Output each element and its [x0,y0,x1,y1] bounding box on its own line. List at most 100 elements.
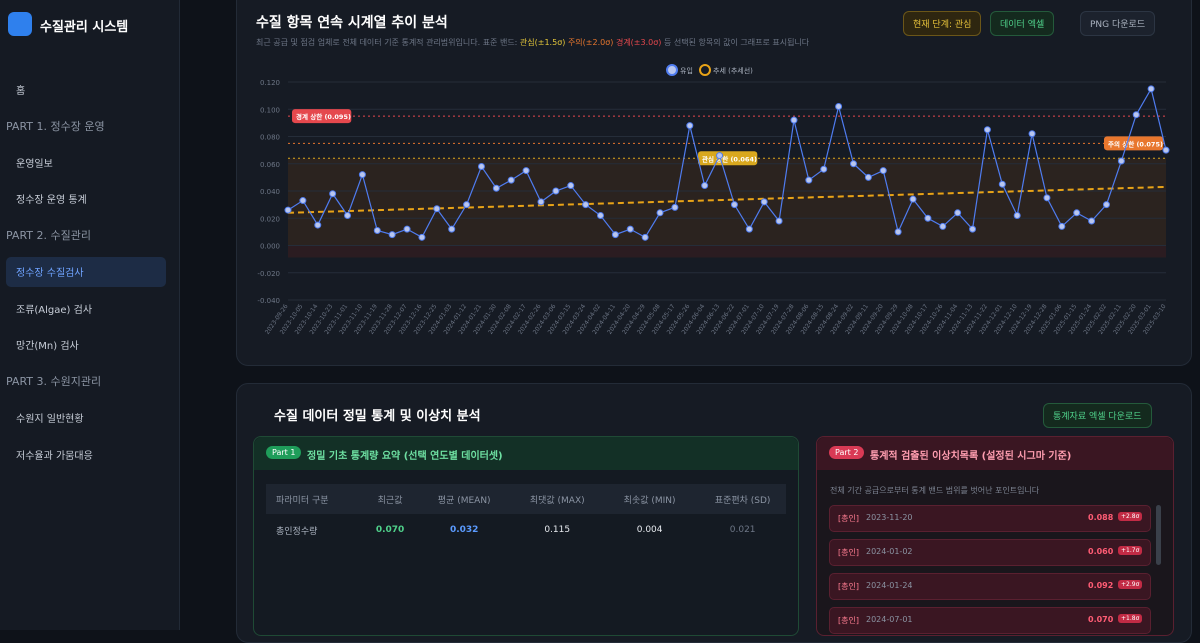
point [477,162,485,170]
point [656,209,664,217]
nav-section: PART 1. 정수장 운영 [6,119,105,133]
stage-badge: 현재 단계: 관심 [903,11,982,36]
point [597,212,605,220]
band [288,158,1166,246]
nav-item[interactable]: 수원지 일반현황 [16,414,84,425]
nav-item[interactable]: 조류(Algae) 검사 [16,304,93,316]
point [805,176,813,184]
table-header: 평균 (MEAN) [437,495,491,506]
point [835,103,843,111]
point [448,225,456,233]
excel-button[interactable]: 통계자료 엑셀 다운로드 [1043,403,1152,428]
y-tick-label: 0.060 [260,161,280,169]
legend-swatch [699,64,711,76]
excel-button[interactable]: 데이터 엑셀 [990,11,1055,36]
point [924,214,932,222]
outlier-date: 2024-01-02 [866,547,913,556]
table-header-row: 파라미터 구분 최근값 평균 (MEAN) 최댓값 (MAX) 최솟값 (MIN) 표준편… [266,484,786,514]
point [671,203,679,211]
band: 주의(±2.0σ) [567,38,614,47]
outlier-sigma: +2.9σ [1118,580,1143,589]
point [552,187,560,195]
table-cell: 총인정수량 [276,526,318,537]
part2-desc: 전체 기간 공급으로부터 통계 밴드 범위를 벗어난 포인트입니다 [830,486,1040,495]
point [998,180,1006,188]
threshold-tag [1104,136,1164,151]
y-tick-label: 0.000 [260,243,280,251]
point [611,231,619,239]
point [939,222,947,230]
point [463,201,471,209]
outlier-value: 0.092 [1088,581,1114,590]
y-tick-label: 0.080 [260,134,280,142]
table-header: 표준편차 (SD) [714,495,771,506]
chart: -0.040 -0.020 0.000 0.020 0.040 0.060 0.080 0.1… [257,64,1170,336]
nav-item[interactable]: 정수장 운영 통계 [16,195,87,206]
point [790,116,798,124]
part2-header [817,437,1173,470]
table-cell: 0.115 [544,525,571,535]
nav-item[interactable]: 저수율과 가뭄대응 [16,450,93,462]
png-button[interactable]: PNG 다운로드 [1080,11,1156,36]
y-tick-label: 0.100 [260,106,280,114]
part1-header [254,437,798,470]
nav-item[interactable]: 망간(Mn) 검사 [16,341,79,352]
nav-item[interactable]: 운영일보 [16,158,53,170]
point [1102,201,1110,209]
stats-table: 파라미터 구분 최근값 평균 (MEAN) 최댓값 (MAX) 최솟값 (MIN) 표준편… [266,484,786,546]
nav-active[interactable]: 정수장 수질검사 [6,256,166,287]
badge: Part 1 [266,446,302,459]
outlier-tag: [총인] [838,616,859,625]
point [507,176,515,184]
outlier-row [829,573,1151,600]
table-header: 파라미터 구분 [276,495,329,506]
outlier-sigma: +2.8σ [1118,512,1143,521]
point [701,182,709,190]
point [1088,217,1096,225]
outlier-date: 2024-01-24 [866,581,913,590]
outlier-value: 0.070 [1088,615,1114,624]
point [1043,194,1051,202]
point [1147,85,1155,93]
point [775,217,783,225]
table-header: 최솟값 (MIN) [623,495,676,506]
point [582,201,590,209]
point [522,167,530,175]
point [344,212,352,220]
badge: Part 2 [829,446,865,459]
table-cell: 0.070 [375,525,405,535]
nav-section: PART 2. 수질관리 [6,229,91,242]
sidebar: 수질관리 시스템 홈 PART 1. 정수장 운영 운영일보 정수장 운영 통계 PAR… [0,0,180,630]
y-tick-label: -0.020 [257,270,280,278]
subtitle: 등 선택된 항목의 값이 그래프로 표시됩니다 [663,38,810,47]
outlier-tag: [총인] [838,548,859,557]
panel-subtitle: 최근 공급 및 점검 업체로 전체 데이터 기준 통계적 관리범위입니다. 표준… [256,37,809,48]
point [745,225,753,233]
threshold-label: 주의 상한 (0.075) [1108,139,1163,148]
threshold-tag [292,109,352,124]
logo-icon [8,12,32,36]
outlier-row [829,539,1151,566]
point [403,225,411,233]
part2-title: 통계적 검출된 이상치목록 (설정된 시그마 기준) [870,451,1072,462]
point [954,209,962,217]
point [716,152,724,160]
nav-item[interactable]: 홈 [16,85,26,97]
point [879,167,887,175]
trend-line [287,185,1167,214]
y-tick-label: 0.120 [260,79,280,87]
outlier-date: 2024-07-01 [866,615,913,624]
outlier-value: 0.060 [1088,547,1114,556]
point [1162,146,1170,154]
table-cell: 0.021 [729,525,756,535]
table-row: 총인정수량 0.070 0.032 0.115 0.004 0.021 [266,514,786,546]
point [626,225,634,233]
point [1073,209,1081,217]
outlier-sigma: +1.8σ [1118,614,1143,623]
point [1058,222,1066,230]
threshold-tag [698,151,758,166]
legend-label: 유입 [680,67,693,75]
subtitle: 최근 공급 및 점검 업체로 전체 데이터 기준 통계적 관리범위입니다. 표준… [256,38,518,47]
point [1028,130,1036,138]
point [983,126,991,134]
